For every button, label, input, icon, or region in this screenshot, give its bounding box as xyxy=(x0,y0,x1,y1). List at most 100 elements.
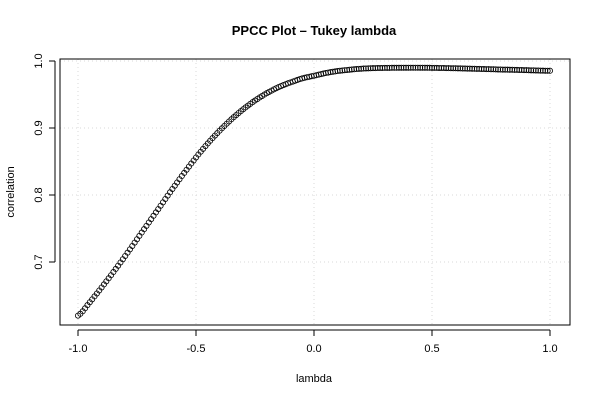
data-point xyxy=(483,66,490,73)
data-point xyxy=(499,66,506,73)
data-point xyxy=(495,66,502,73)
data-point xyxy=(542,67,549,74)
data-point xyxy=(523,67,530,74)
data-point xyxy=(476,65,483,72)
data-point xyxy=(431,64,438,71)
data-point xyxy=(412,64,419,71)
data-point xyxy=(351,66,358,73)
data-point xyxy=(369,65,376,72)
data-point xyxy=(485,66,492,73)
data-point xyxy=(391,64,398,71)
data-point xyxy=(407,64,414,71)
y-tick-label: 0.8 xyxy=(33,187,45,202)
data-point xyxy=(365,65,372,72)
data-point xyxy=(332,68,339,75)
data-point xyxy=(440,65,447,72)
data-point xyxy=(513,66,520,73)
data-point xyxy=(428,64,435,71)
data-point xyxy=(336,67,343,74)
data-point xyxy=(518,67,525,74)
data-points xyxy=(75,64,554,319)
data-point xyxy=(362,65,369,72)
data-point xyxy=(348,66,355,73)
data-point xyxy=(516,66,523,73)
data-point xyxy=(355,65,362,72)
data-point xyxy=(374,65,381,72)
data-point xyxy=(528,67,535,74)
data-point xyxy=(530,67,537,74)
data-point xyxy=(462,65,469,72)
data-point xyxy=(417,64,424,71)
data-point xyxy=(445,65,452,72)
x-tick-label: 0.5 xyxy=(424,343,439,355)
x-axis-label: lambda xyxy=(296,373,333,385)
data-point xyxy=(398,64,405,71)
data-point xyxy=(502,66,509,73)
data-point xyxy=(443,65,450,72)
data-point xyxy=(506,66,513,73)
data-point xyxy=(386,64,393,71)
data-point xyxy=(492,66,499,73)
data-point xyxy=(539,67,546,74)
data-point xyxy=(395,64,402,71)
data-point xyxy=(525,67,532,74)
data-point xyxy=(346,66,353,73)
data-point xyxy=(358,65,365,72)
x-tick-label: 0.0 xyxy=(306,343,321,355)
data-point xyxy=(339,67,346,74)
x-tick-label: -1.0 xyxy=(69,343,88,355)
data-point xyxy=(535,67,542,74)
data-point xyxy=(504,66,511,73)
data-point xyxy=(469,65,476,72)
data-point xyxy=(344,66,351,73)
data-point xyxy=(537,67,544,74)
data-point xyxy=(372,65,379,72)
data-point xyxy=(421,64,428,71)
data-point xyxy=(478,65,485,72)
y-axis: 0.7 0.8 0.9 1.0 xyxy=(33,53,56,270)
plot-frame xyxy=(59,58,571,326)
data-point xyxy=(487,66,494,73)
data-point xyxy=(403,64,410,71)
data-point xyxy=(447,65,454,72)
data-point xyxy=(532,67,539,74)
data-point xyxy=(466,65,473,72)
y-tick-label: 0.9 xyxy=(33,120,45,135)
data-point xyxy=(454,65,461,72)
data-point xyxy=(521,67,528,74)
grid-lines xyxy=(60,59,570,325)
data-point xyxy=(379,64,386,71)
y-tick-label: 0.7 xyxy=(33,254,45,269)
data-point xyxy=(511,66,518,73)
data-point xyxy=(497,66,504,73)
data-point xyxy=(426,64,433,71)
data-point xyxy=(459,65,466,72)
data-point xyxy=(436,64,443,71)
data-point xyxy=(393,64,400,71)
x-tick-label: -0.5 xyxy=(187,343,206,355)
x-axis: -1.0 -0.5 0.0 0.5 1.0 xyxy=(69,329,558,355)
data-point xyxy=(367,65,374,72)
data-point xyxy=(334,68,341,75)
data-point xyxy=(329,68,336,75)
data-point xyxy=(377,64,384,71)
data-point xyxy=(490,66,497,73)
data-point xyxy=(438,64,445,71)
y-axis-label: correlation xyxy=(5,166,17,217)
data-point xyxy=(509,66,516,73)
data-point xyxy=(414,64,421,71)
data-point xyxy=(464,65,471,72)
data-point xyxy=(384,64,391,71)
data-point xyxy=(450,65,457,72)
data-point xyxy=(473,65,480,72)
data-point xyxy=(341,67,348,74)
data-point xyxy=(405,64,412,71)
data-point xyxy=(471,65,478,72)
data-point xyxy=(452,65,459,72)
data-point xyxy=(381,64,388,71)
data-point xyxy=(547,67,554,74)
data-point xyxy=(433,64,440,71)
data-point xyxy=(419,64,426,71)
data-point xyxy=(410,64,417,71)
data-point xyxy=(400,64,407,71)
